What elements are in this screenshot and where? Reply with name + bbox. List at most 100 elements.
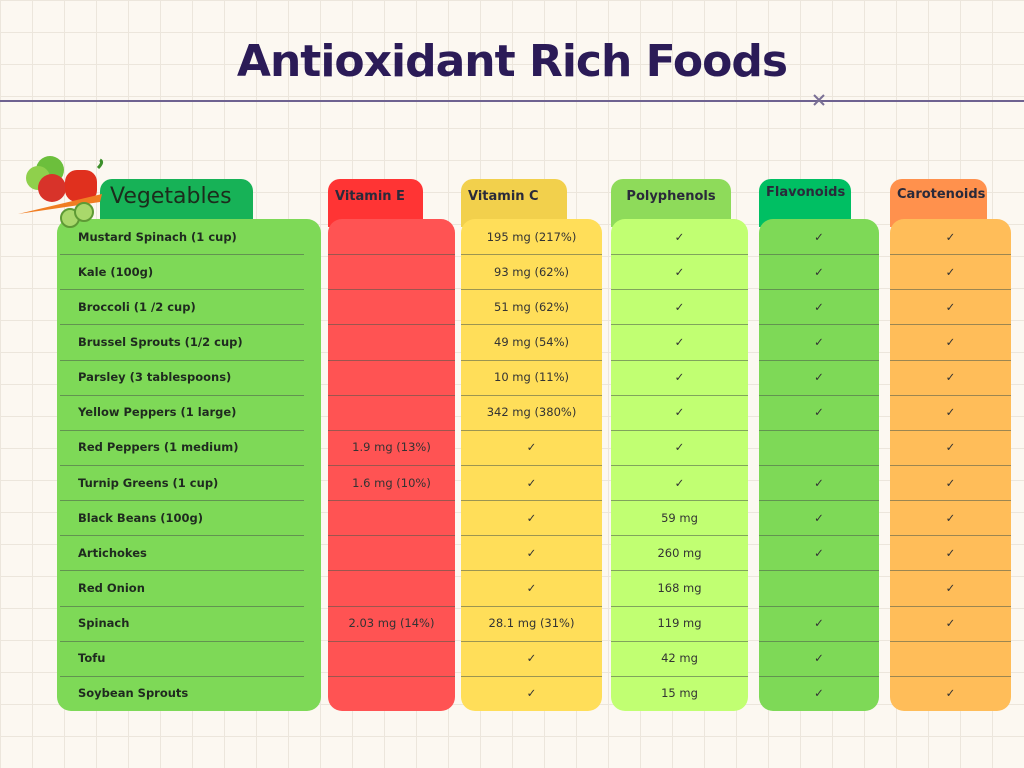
row-separator bbox=[328, 535, 455, 537]
row-separator bbox=[890, 675, 1011, 677]
cell-value: ✓ bbox=[526, 686, 537, 701]
row-separator bbox=[60, 429, 304, 431]
title-rule bbox=[0, 100, 1024, 102]
row-separator bbox=[328, 500, 455, 502]
row-separator bbox=[328, 465, 455, 466]
row-separator bbox=[60, 675, 304, 677]
food-name: Spinach bbox=[78, 616, 130, 631]
row-separator bbox=[890, 324, 1011, 326]
row-separator bbox=[611, 640, 748, 642]
row-separator bbox=[611, 675, 748, 677]
cell-value: 342 mg (380%) bbox=[486, 405, 577, 420]
cell-value: ✓ bbox=[945, 616, 956, 631]
row-separator bbox=[461, 359, 602, 361]
cell-value: ✓ bbox=[814, 405, 824, 420]
row-separator bbox=[611, 324, 748, 326]
row-separator bbox=[60, 535, 304, 537]
cell-value: ✓ bbox=[945, 440, 956, 455]
row-separator bbox=[328, 324, 455, 326]
row-separator bbox=[611, 289, 748, 291]
row-separator bbox=[60, 289, 304, 291]
close-icon bbox=[813, 94, 825, 106]
row-separator bbox=[890, 640, 1011, 642]
row-separator bbox=[890, 605, 1011, 607]
cell-value: ✓ bbox=[814, 510, 824, 525]
cell-value: 10 mg (11%) bbox=[494, 370, 569, 385]
row-separator bbox=[461, 605, 602, 607]
row-separator bbox=[759, 500, 879, 502]
row-separator bbox=[60, 465, 304, 466]
row-separator bbox=[890, 254, 1011, 256]
row-separator bbox=[759, 465, 879, 466]
row-separator bbox=[890, 289, 1011, 291]
cell-value: ✓ bbox=[945, 510, 956, 525]
food-name: Black Beans (100g) bbox=[78, 510, 204, 525]
row-separator bbox=[328, 675, 455, 677]
food-name: Soybean Sprouts bbox=[78, 686, 189, 701]
row-separator bbox=[759, 675, 879, 677]
food-name: Kale (100g) bbox=[78, 264, 154, 279]
cell-value: 15 mg bbox=[661, 686, 698, 701]
cell-value: ✓ bbox=[674, 229, 685, 244]
row-separator bbox=[611, 359, 748, 361]
row-separator bbox=[461, 429, 602, 431]
food-name: Yellow Peppers (1 large) bbox=[78, 405, 237, 420]
cell-value: ✓ bbox=[814, 616, 824, 631]
row-separator bbox=[759, 359, 879, 361]
cell-value: ✓ bbox=[814, 686, 824, 701]
cell-value: ✓ bbox=[945, 299, 956, 314]
cell-value: 168 mg bbox=[657, 581, 702, 595]
cell-value: ✓ bbox=[945, 405, 956, 420]
row-separator bbox=[328, 289, 455, 291]
cell-value: ✓ bbox=[674, 264, 685, 279]
cell-value: ✓ bbox=[814, 475, 824, 490]
cell-value: ✓ bbox=[674, 475, 685, 490]
row-separator bbox=[759, 324, 879, 326]
row-separator bbox=[461, 324, 602, 326]
row-separator bbox=[328, 254, 455, 256]
cell-value: ✓ bbox=[814, 370, 824, 385]
row-separator bbox=[60, 640, 304, 642]
cell-value: 195 mg (217%) bbox=[486, 229, 577, 244]
food-name: Broccoli (1 /2 cup) bbox=[78, 299, 196, 314]
cell-value: ✓ bbox=[526, 651, 537, 666]
vegetable-illustration bbox=[18, 156, 104, 228]
cell-value: 260 mg bbox=[657, 545, 702, 560]
row-separator bbox=[890, 500, 1011, 502]
cell-value: ✓ bbox=[945, 370, 956, 385]
row-separator bbox=[611, 465, 748, 466]
column-header: Vitamin C bbox=[468, 189, 539, 204]
row-separator bbox=[890, 394, 1011, 396]
cell-value: 28.1 mg (31%) bbox=[488, 616, 575, 631]
row-separator bbox=[759, 429, 879, 431]
row-separator bbox=[611, 535, 748, 537]
row-separator bbox=[759, 535, 879, 537]
row-separator bbox=[461, 570, 602, 572]
cell-value: ✓ bbox=[814, 545, 824, 560]
cell-value: 59 mg bbox=[661, 510, 698, 525]
cell-value: ✓ bbox=[526, 510, 537, 525]
cell-value: ✓ bbox=[945, 335, 956, 349]
row-separator bbox=[611, 605, 748, 607]
row-separator bbox=[461, 535, 602, 537]
row-separator bbox=[890, 359, 1011, 361]
cell-value: ✓ bbox=[674, 335, 685, 349]
row-separator bbox=[328, 605, 455, 607]
cell-value: ✓ bbox=[526, 475, 537, 490]
row-separator bbox=[890, 535, 1011, 537]
food-name: Red Onion bbox=[78, 581, 145, 595]
cell-value: 119 mg bbox=[657, 616, 702, 631]
cell-value: ✓ bbox=[945, 686, 956, 701]
cell-value: 51 mg (62%) bbox=[494, 299, 569, 314]
row-separator bbox=[461, 500, 602, 502]
row-separator bbox=[461, 394, 602, 396]
row-separator bbox=[611, 500, 748, 502]
row-separator bbox=[461, 640, 602, 642]
cell-value: ✓ bbox=[526, 581, 537, 595]
food-name: Red Peppers (1 medium) bbox=[78, 440, 239, 455]
cell-value: ✓ bbox=[945, 264, 956, 279]
cell-value: 49 mg (54%) bbox=[494, 335, 569, 349]
row-separator bbox=[890, 465, 1011, 466]
row-separator bbox=[611, 394, 748, 396]
